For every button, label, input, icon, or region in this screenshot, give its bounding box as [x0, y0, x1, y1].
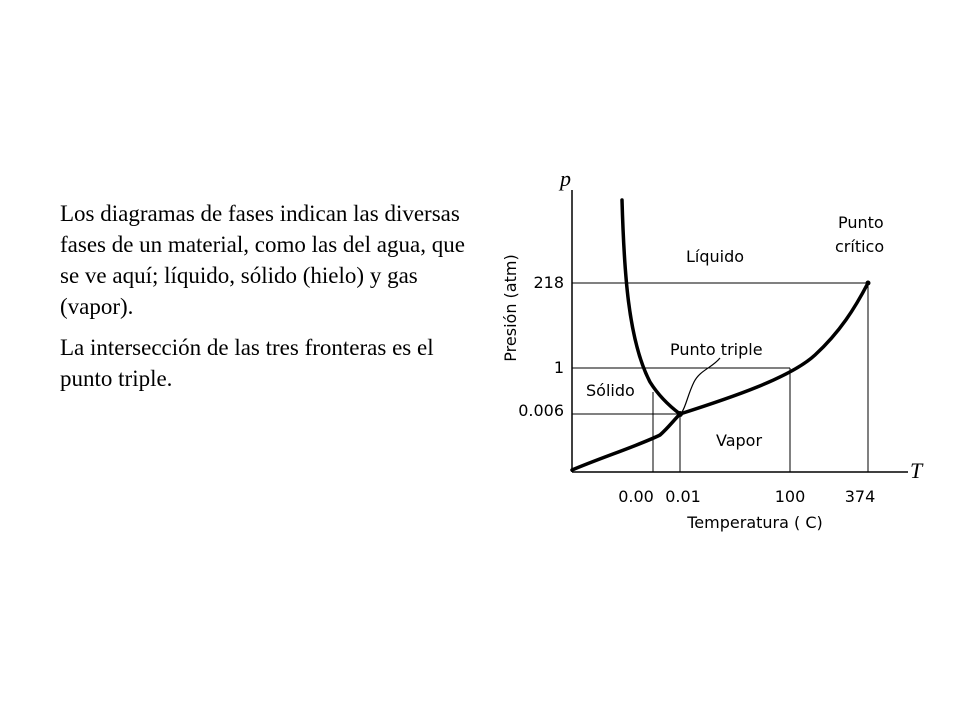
region-liquid-label: Líquido	[686, 247, 744, 266]
critical-point-label-line1: Punto	[838, 213, 884, 232]
region-solid-label: Sólido	[586, 381, 635, 400]
x-axis-title: Temperatura ( C)	[686, 513, 823, 532]
y-axis-title: Presión (atm)	[501, 254, 520, 361]
x-tick-374: 374	[845, 487, 876, 506]
x-tick-100: 100	[775, 487, 806, 506]
y-tick-218: 218	[533, 273, 564, 292]
critical-point-label-line2: crítico	[835, 237, 884, 256]
solid-liquid-boundary	[620, 198, 682, 416]
paragraph-phase-diagrams: Los diagramas de fases indican las diver…	[60, 201, 465, 319]
region-vapor-label: Vapor	[716, 431, 762, 450]
phase-diagram: p T 218 1 0.006 0.00 0.01 100 374 Temper…	[501, 166, 924, 532]
x-tick-001: 0.01	[665, 487, 701, 506]
solid-vapor-boundary	[570, 412, 682, 472]
description-text: Los diagramas de fases indican las diver…	[60, 198, 480, 404]
y-axis-symbol: p	[558, 166, 571, 191]
x-tick-000: 0.00	[618, 487, 654, 506]
triple-point-label: Punto triple	[670, 340, 763, 359]
liquid-vapor-boundary	[678, 281, 870, 416]
x-axis-symbol: T	[910, 458, 924, 483]
y-tick-0006: 0.006	[518, 401, 564, 420]
y-tick-1: 1	[554, 358, 564, 377]
paragraph-triple-point: La intersección de las tres fronteras es…	[60, 335, 434, 391]
triple-point-marker	[677, 411, 683, 417]
triple-point-pointer	[681, 357, 721, 413]
critical-point-marker	[865, 280, 871, 286]
